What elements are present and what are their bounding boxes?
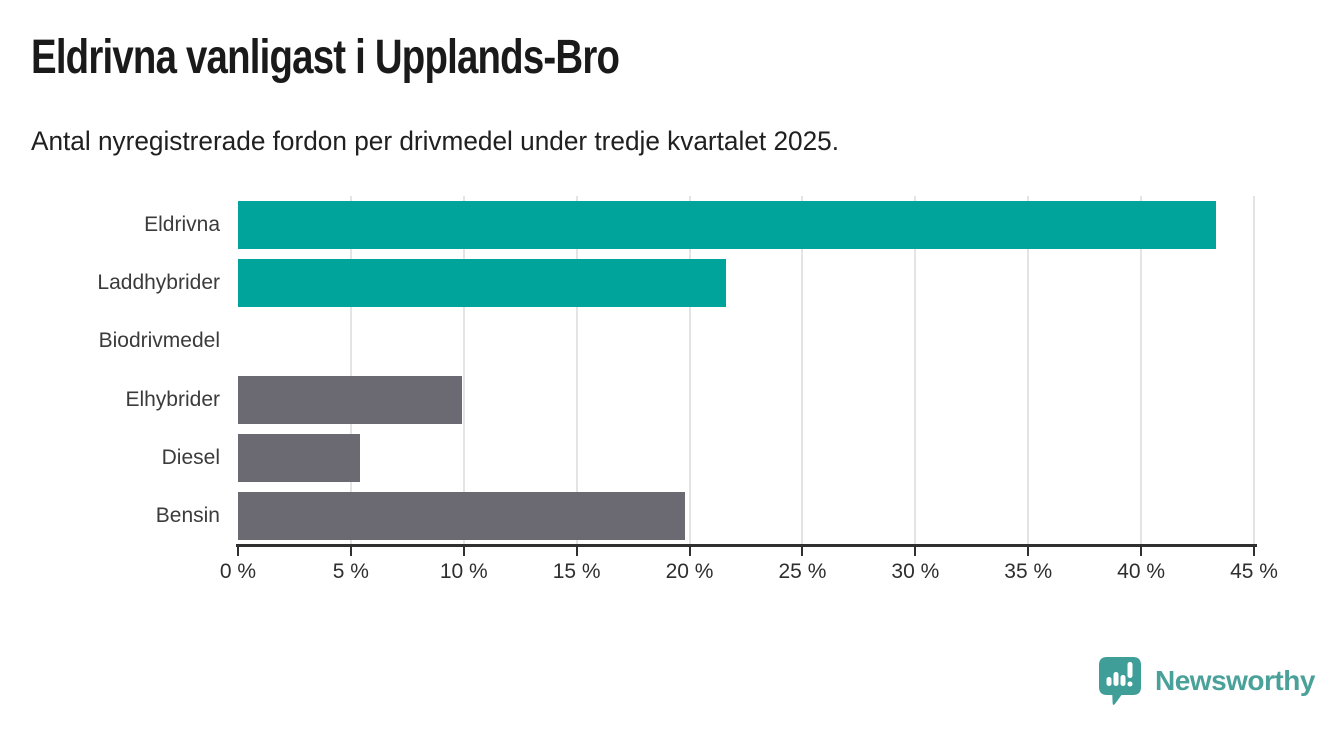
- gridline: [349, 196, 352, 545]
- gridline: [462, 196, 465, 545]
- x-axis-tick-label: 20 %: [665, 560, 714, 583]
- x-axis-tick-label: 10 %: [439, 560, 488, 583]
- gridline: [1253, 196, 1255, 545]
- gridline: [1140, 196, 1143, 545]
- category-label: Diesel: [161, 445, 220, 469]
- chart-subtitle: Antal nyregistrerade fordon per drivmede…: [31, 126, 839, 156]
- gridline: [914, 196, 917, 545]
- x-axis-tick-label: 25 %: [778, 560, 827, 583]
- x-axis-tick: [914, 547, 917, 556]
- x-axis-tick: [1027, 547, 1030, 556]
- x-axis-tick-label: 5 %: [332, 560, 369, 583]
- brand-footer: Newsworthy: [1097, 655, 1315, 707]
- category-label: Biodrivmedel: [98, 329, 220, 353]
- category-label: Eldrivna: [144, 213, 220, 236]
- x-axis-tick: [575, 547, 578, 556]
- plot-area: Eldrivna Laddhybrider Biodrivmedel Elhybrid…: [97, 196, 1278, 583]
- x-axis-tick: [462, 547, 465, 556]
- x-axis-tick: [237, 547, 239, 556]
- x-axis-tick-label: 0 %: [219, 560, 257, 583]
- brand-name: Newsworthy: [1155, 665, 1315, 696]
- x-axis-tick: [801, 547, 804, 556]
- gridline: [575, 196, 578, 545]
- x-axis-tick: [349, 547, 352, 556]
- newsworthy-logo-icon: [1099, 657, 1141, 705]
- x-axis-tick: [688, 547, 691, 556]
- x-axis-tick-label: 40 %: [1117, 560, 1166, 583]
- bar: [238, 201, 1216, 250]
- bar: [238, 375, 462, 424]
- category-label: Laddhybrider: [97, 271, 220, 295]
- category-label: Bensin: [155, 503, 220, 527]
- x-axis-tick-label: 35 %: [1004, 560, 1053, 583]
- bar: [238, 259, 726, 308]
- bar: [238, 433, 360, 482]
- bar: [238, 491, 686, 540]
- x-axis-tick: [1253, 547, 1255, 556]
- x-axis-tick-label: 30 %: [891, 560, 940, 583]
- category-label: Elhybrider: [125, 387, 220, 411]
- x-axis-tick-label: 15 %: [552, 560, 601, 583]
- x-axis-tick: [1140, 547, 1143, 556]
- x-axis-tick-label: 45 %: [1230, 560, 1278, 583]
- gridline: [688, 196, 691, 545]
- gridline: [1027, 196, 1030, 545]
- chart-title: Eldrivna vanligast i Upplands-Bro: [31, 31, 620, 84]
- x-axis-line: [236, 544, 1257, 547]
- gridline: [801, 196, 804, 545]
